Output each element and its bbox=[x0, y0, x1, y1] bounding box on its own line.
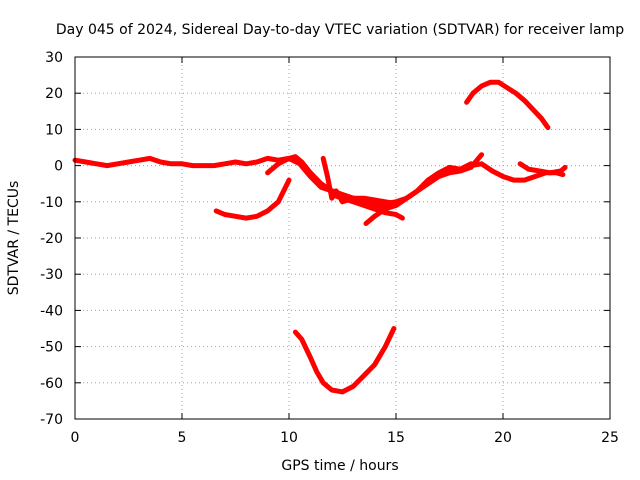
y-tick-label: -70 bbox=[40, 412, 63, 428]
data-series bbox=[72, 79, 568, 395]
y-tick-label: -50 bbox=[40, 340, 63, 356]
x-tick-labels: 0 5 10 15 20 25 bbox=[71, 430, 619, 446]
series-line-arc-8 bbox=[464, 79, 551, 131]
y-tick-label: -20 bbox=[40, 231, 63, 247]
x-axis-label: GPS time / hours bbox=[281, 458, 398, 474]
series-line-arc-6 bbox=[213, 177, 292, 221]
y-tick-label: -30 bbox=[40, 267, 63, 283]
x-tick-label: 25 bbox=[601, 430, 619, 446]
x-tick-label: 20 bbox=[494, 430, 512, 446]
y-tick-labels: 30 20 10 0 -10 -20 -30 -40 -50 -60 -70 bbox=[40, 50, 63, 428]
x-tick-label: 5 bbox=[178, 430, 187, 446]
y-tick-label: -10 bbox=[40, 195, 63, 211]
series-line-arc-9 bbox=[292, 326, 397, 395]
chart-title: Day 045 of 2024, Sidereal Day-to-day VTE… bbox=[56, 22, 624, 38]
grid-lines bbox=[75, 57, 610, 419]
x-tick-label: 10 bbox=[280, 430, 298, 446]
x-tick-label: 0 bbox=[71, 430, 80, 446]
y-tick-label: 20 bbox=[45, 86, 63, 102]
y-tick-label: 30 bbox=[45, 50, 63, 66]
y-tick-label: 0 bbox=[54, 159, 63, 175]
x-tick-label: 15 bbox=[387, 430, 405, 446]
series-line-arc-7 bbox=[517, 161, 568, 176]
y-tick-label: -40 bbox=[40, 303, 63, 319]
series-line-arc-3 bbox=[265, 152, 485, 210]
y-tick-label: -60 bbox=[40, 376, 63, 392]
tick-marks bbox=[74, 56, 611, 420]
y-axis-label: SDTVAR / TECUs bbox=[6, 181, 22, 296]
y-tick-label: 10 bbox=[45, 122, 63, 138]
series-line-arc-5 bbox=[329, 192, 405, 221]
